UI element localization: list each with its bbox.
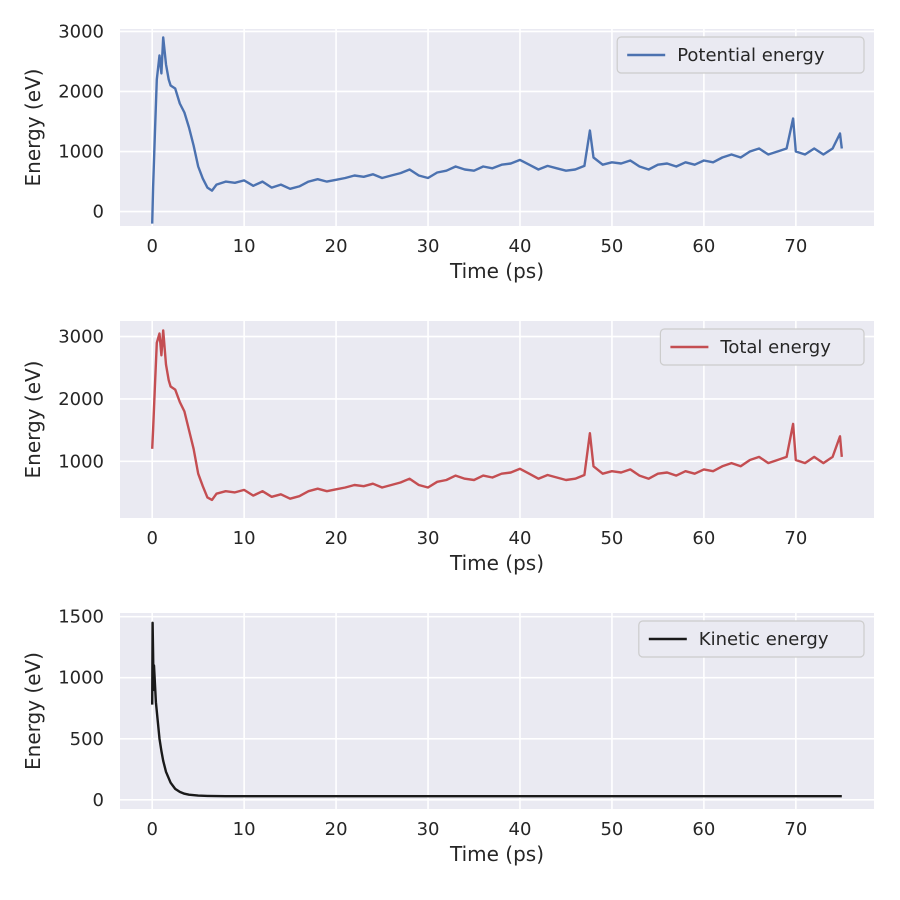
subplot-1: 0 10 20 30 40 50 60 70 0 1000 2000 3000 Time (ps) Ene… (21, 21, 874, 283)
x-tick-label: 40 (509, 236, 532, 257)
legend-label: Kinetic energy (699, 629, 829, 650)
x-tick-label: 40 (509, 819, 532, 840)
legend: Potential energy (616, 36, 865, 74)
subplot-2: 0 10 20 30 40 50 60 70 1000 2000 3000 Time (ps) Ener… (21, 321, 874, 575)
x-tick-label: 0 (146, 236, 157, 257)
y-tick-label: 1000 (58, 668, 104, 689)
x-tick-label: 20 (325, 236, 348, 257)
y-tick-label: 3000 (58, 21, 104, 42)
x-tick-label: 30 (417, 819, 440, 840)
x-tick-label: 20 (325, 528, 348, 549)
series-line-total-energy (151, 329, 843, 502)
y-tick-label: 2000 (58, 389, 104, 410)
x-tick-label: 10 (233, 819, 256, 840)
x-tick-label: 60 (692, 236, 715, 257)
x-tick-label: 50 (600, 236, 623, 257)
y-tick-label: 1000 (58, 142, 104, 163)
x-tick-label: 10 (233, 236, 256, 257)
y-tick-label: 3000 (58, 327, 104, 348)
x-axis-label: Time (ps) (449, 842, 544, 866)
x-tick-label: 60 (692, 528, 715, 549)
y-tick-label: 2000 (58, 81, 104, 102)
y-tick-label: 0 (93, 202, 104, 223)
legend: Total energy (659, 328, 865, 366)
x-tick-label: 30 (417, 236, 440, 257)
legend-box (638, 620, 865, 658)
x-axis-label: Time (ps) (449, 551, 544, 575)
x-tick-label: 20 (325, 819, 348, 840)
legend-label: Potential energy (677, 45, 825, 66)
y-axis-label: Energy (eV) (21, 69, 45, 187)
x-tick-label: 70 (784, 819, 807, 840)
y-tick-label: 1500 (58, 607, 104, 628)
x-tick-label: 0 (146, 528, 157, 549)
x-axis-label: Time (ps) (449, 259, 544, 283)
series-line-kinetic-energy (151, 621, 842, 798)
y-axis-label: Energy (eV) (21, 361, 45, 479)
legend-label: Total energy (719, 337, 831, 358)
x-tick-label: 50 (600, 819, 623, 840)
y-tick-label: 500 (70, 729, 104, 750)
y-tick-label: 0 (93, 790, 104, 811)
x-tick-label: 70 (784, 236, 807, 257)
x-tick-label: 0 (146, 819, 157, 840)
x-tick-label: 30 (417, 528, 440, 549)
x-tick-label: 60 (692, 819, 715, 840)
series-line-potential-energy (151, 36, 843, 224)
legend: Kinetic energy (638, 620, 865, 658)
legend-box (616, 36, 865, 74)
x-tick-label: 10 (233, 528, 256, 549)
x-tick-label: 40 (509, 528, 532, 549)
legend-box (659, 328, 865, 366)
y-tick-label: 1000 (58, 451, 104, 472)
y-axis-label: Energy (eV) (21, 652, 45, 770)
x-tick-label: 50 (600, 528, 623, 549)
x-tick-label: 70 (784, 528, 807, 549)
subplot-3: 0 10 20 30 40 50 60 70 0 500 1000 1500 Time (ps) Ener… (21, 607, 874, 866)
